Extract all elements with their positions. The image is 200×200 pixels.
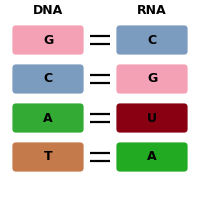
Text: A: A (147, 150, 157, 163)
FancyBboxPatch shape (12, 25, 84, 55)
FancyBboxPatch shape (12, 103, 84, 133)
Text: RNA: RNA (137, 3, 167, 17)
Text: G: G (43, 33, 53, 46)
Text: T: T (44, 150, 52, 163)
Text: U: U (147, 112, 157, 124)
FancyBboxPatch shape (116, 142, 188, 172)
Text: DNA: DNA (33, 3, 63, 17)
FancyBboxPatch shape (116, 25, 188, 55)
Text: C: C (43, 72, 53, 86)
Text: G: G (147, 72, 157, 86)
FancyBboxPatch shape (116, 64, 188, 94)
FancyBboxPatch shape (12, 64, 84, 94)
FancyBboxPatch shape (12, 142, 84, 172)
FancyBboxPatch shape (116, 103, 188, 133)
Text: A: A (43, 112, 53, 124)
Text: C: C (147, 33, 157, 46)
